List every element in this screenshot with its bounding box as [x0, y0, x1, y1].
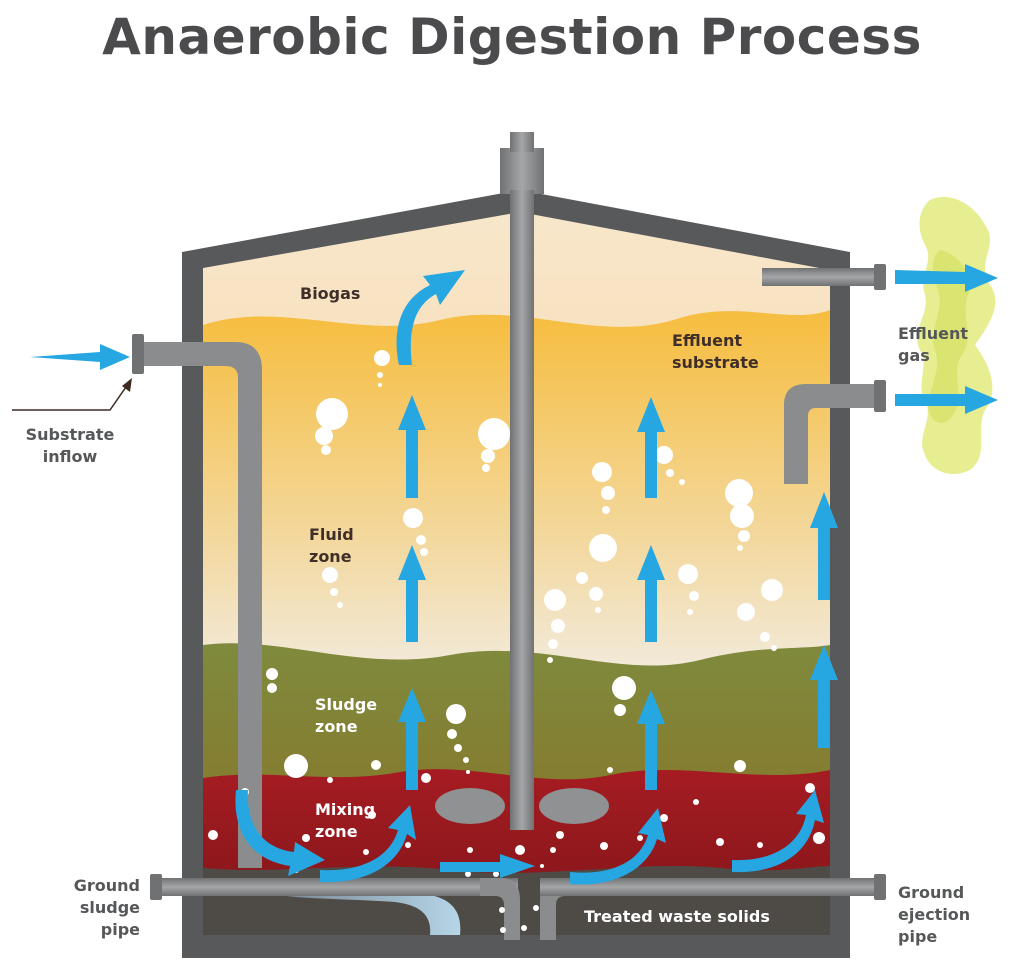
- flow-arrows: [30, 264, 998, 885]
- ground-sludge-line3: pipe: [100, 920, 140, 939]
- up-arrow: [810, 492, 838, 600]
- ground-sludge-pipe-label: Ground sludge pipe: [62, 875, 140, 941]
- mixer-shaft-cap: [500, 148, 544, 194]
- ground-ejection-line3: pipe: [898, 927, 938, 946]
- effluent-substrate-line2: substrate: [672, 353, 759, 372]
- fluid-zone-label: Fluid zone: [309, 524, 354, 568]
- up-arrow: [398, 395, 426, 498]
- effluent-gas-arrow: [895, 386, 998, 414]
- effluent-gas-line2: gas: [898, 346, 930, 365]
- mixer-shaft: [510, 190, 534, 830]
- ground-ejection-pipe-label: Ground ejection pipe: [898, 882, 970, 948]
- ground-sludge-line1: Ground: [73, 876, 140, 895]
- curved-flow-arrow: [732, 790, 824, 873]
- sludge-zone-line1: Sludge: [315, 695, 378, 714]
- mixing-zone-line1: Mixing: [315, 800, 376, 819]
- sludge-zone-label: Sludge zone: [315, 694, 377, 738]
- treated-waste-label: Treated waste solids: [584, 907, 770, 926]
- ground-sludge-pipe: [158, 878, 518, 896]
- mixer-paddle-left: [435, 788, 505, 824]
- sludge-zone-line2: zone: [315, 717, 358, 736]
- mixing-zone-line2: zone: [315, 822, 358, 841]
- up-arrow: [810, 645, 838, 748]
- gas-bubbles: [208, 350, 825, 933]
- mixer-shaft-top: [510, 132, 534, 152]
- diagram-title: Anaerobic Digestion Process: [102, 8, 922, 66]
- curved-flow-arrow: [570, 808, 666, 885]
- fluid-zone-line2: zone: [309, 547, 352, 566]
- fluid-zone-line1: Fluid: [309, 525, 354, 544]
- curved-flow-arrow: [235, 790, 325, 876]
- substrate-inflow-arrow: [30, 344, 130, 370]
- effluent-gas-flange: [874, 380, 886, 412]
- substrate-inflow-line2: inflow: [42, 447, 98, 466]
- up-arrow: [398, 545, 426, 642]
- effluent-substrate-pipe: [762, 268, 880, 286]
- curved-flow-arrow: [440, 854, 535, 878]
- mixer-paddle-right: [539, 788, 609, 824]
- mixing-zone-label: Mixing zone: [315, 799, 375, 843]
- ground-ejection-line2: ejection: [898, 905, 971, 924]
- effluent-gas-cloud-inner: [928, 250, 970, 424]
- effluent-gas-line1: Effluent: [898, 324, 969, 343]
- substrate-inflow-line1: Substrate: [25, 425, 115, 444]
- effluent-gas-pipe: [784, 384, 878, 484]
- ground-ejection-flange: [874, 874, 886, 900]
- effluent-substrate-label: Effluent substrate: [672, 330, 759, 374]
- biogas-curved-arrow: [396, 270, 465, 365]
- effluent-substrate-flange: [874, 264, 886, 290]
- effluent-gas-label: Effluent gas: [898, 323, 968, 367]
- substrate-inflow-label: Substrate inflow: [18, 424, 122, 468]
- biogas-label: Biogas: [300, 284, 361, 303]
- ground-sludge-line2: sludge: [79, 898, 140, 917]
- center-drain-pipe-left: [480, 878, 520, 940]
- inflow-pointer-line: [12, 383, 129, 411]
- up-arrow: [637, 545, 665, 642]
- effluent-substrate-arrow: [895, 264, 998, 292]
- effluent-substrate-line1: Effluent: [672, 331, 743, 350]
- ground-sludge-flange: [150, 874, 162, 900]
- inflow-flange: [132, 334, 144, 374]
- inflow-pointer-head: [122, 378, 132, 392]
- up-arrow: [637, 397, 665, 498]
- ground-ejection-line1: Ground: [898, 883, 965, 902]
- up-arrow: [637, 690, 665, 790]
- ground-ejection-pipe: [540, 878, 878, 896]
- up-arrow: [398, 688, 426, 790]
- curved-flow-arrow: [320, 805, 416, 883]
